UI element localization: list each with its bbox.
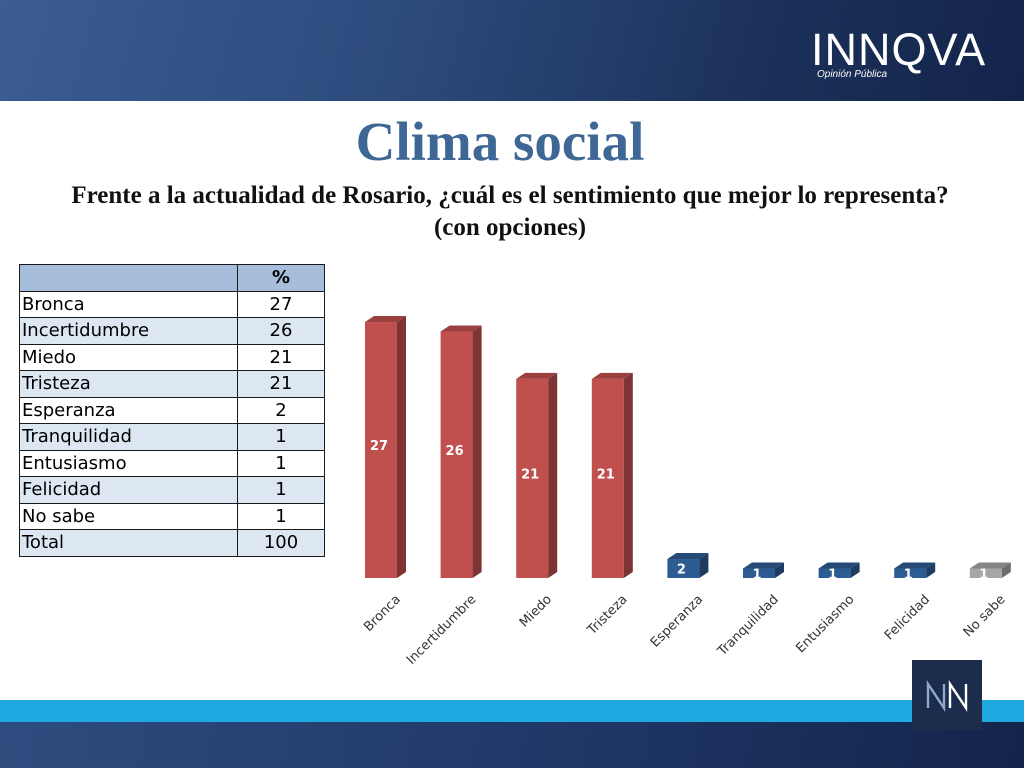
bar-miedo: 21	[516, 372, 558, 578]
table-row: Bronca 27	[19, 290, 325, 318]
bar-data-label: 21	[597, 467, 615, 482]
bar-top	[516, 372, 558, 379]
slide-title: Clima social	[355, 111, 645, 172]
table-row: Tranquilidad 1	[19, 423, 325, 451]
bottom-accent-strip	[0, 700, 1024, 722]
row-label: Bronca	[19, 290, 238, 318]
bar-top	[365, 316, 406, 323]
bar-incertidumbre: 26	[440, 325, 482, 578]
bar-top	[969, 562, 1011, 569]
bar-top	[743, 562, 784, 569]
row-label: Incertidumbre	[19, 317, 238, 345]
row-value: 21	[237, 343, 325, 371]
row-value: 1	[237, 502, 325, 530]
row-value: 1	[237, 449, 325, 477]
total-label: Total	[19, 529, 238, 557]
bar-side	[548, 372, 558, 578]
row-label: Felicidad	[19, 476, 238, 504]
x-tick-label: Esperanza	[648, 592, 706, 650]
row-value: 27	[237, 290, 325, 318]
bar-side	[472, 325, 482, 578]
row-label: Entusiasmo	[19, 449, 238, 477]
table-row: Felicidad 1	[19, 476, 325, 504]
row-value: 21	[237, 370, 325, 398]
table-header-label	[19, 264, 238, 292]
bar-side	[926, 562, 936, 578]
table-header-row: %	[19, 264, 325, 292]
bar-front	[440, 331, 473, 578]
top-header-band	[0, 0, 1024, 101]
bar-chart: 27Bronca26Incertidumbre21Miedo21Tristeza…	[361, 316, 1011, 668]
bar-side	[1001, 562, 1011, 578]
row-label: No sabe	[19, 502, 238, 530]
table-row: Entusiasmo 1	[19, 449, 325, 477]
results-table: % Bronca 27 Incertidumbre 26 Miedo 21 Tr…	[19, 264, 325, 557]
bar-bronca: 27	[365, 316, 406, 578]
bar-esperanza: 2	[667, 553, 709, 578]
bar-data-label: 21	[521, 467, 539, 482]
bar-front	[743, 568, 775, 578]
nn-logo-icon	[912, 660, 982, 730]
bar-side	[623, 372, 633, 578]
table-row: Tristeza 21	[19, 370, 325, 398]
total-value: 100	[237, 529, 325, 557]
x-tick-label: Tristeza	[584, 592, 630, 638]
table-row: Esperanza 2	[19, 396, 325, 424]
bar-felicidad: 1	[894, 562, 936, 582]
row-value: 1	[237, 476, 325, 504]
table-header-percent: %	[237, 264, 325, 292]
bar-top	[591, 372, 633, 379]
table-row: No sabe 1	[19, 502, 325, 530]
bar-data-label: 27	[370, 439, 388, 454]
x-tick-label: Felicidad	[882, 592, 933, 643]
row-label: Tristeza	[19, 370, 238, 398]
table-row: Miedo 21	[19, 343, 325, 371]
row-label: Tranquilidad	[19, 423, 238, 451]
bar-side	[775, 562, 784, 578]
bar-front	[818, 568, 851, 578]
bar-tristeza: 21	[591, 372, 633, 578]
bar-side	[397, 316, 406, 578]
bar-data-label: 1	[828, 567, 837, 582]
brand-name: INNQVA	[811, 24, 987, 75]
bar-front	[591, 378, 624, 578]
slide-subtitle: Frente a la actualidad de Rosario, ¿cuál…	[71, 182, 949, 241]
bar-side	[850, 562, 860, 578]
bar-data-label: 26	[446, 444, 464, 459]
bar-front	[516, 378, 549, 578]
x-tick-label: Incertidumbre	[404, 592, 479, 667]
row-label: Esperanza	[19, 396, 238, 424]
bar-front	[365, 322, 397, 578]
bar-top	[894, 562, 936, 569]
innqva-logo: INNQVA Opinión Pública	[805, 24, 995, 88]
bar-data-label: 1	[979, 567, 988, 582]
bottom-footer-band	[0, 722, 1024, 768]
bar-no-sabe: 1	[969, 562, 1011, 582]
row-value: 26	[237, 317, 325, 345]
bar-top	[667, 553, 709, 560]
x-tick-label: Bronca	[361, 592, 404, 635]
brand-tagline: Opinión Pública	[817, 69, 888, 80]
bar-top	[818, 562, 860, 569]
x-tick-label: Entusiasmo	[793, 592, 857, 656]
table-total-row: Total 100	[19, 529, 325, 557]
table-row: Incertidumbre 26	[19, 317, 325, 345]
x-tick-label: Tranquilidad	[714, 592, 781, 659]
bar-front	[969, 568, 1002, 578]
row-value: 2	[237, 396, 325, 424]
bar-tranquilidad: 1	[743, 562, 784, 582]
x-tick-label: Miedo	[517, 592, 555, 630]
bar-entusiasmo: 1	[818, 562, 860, 582]
bar-data-label: 2	[677, 563, 686, 578]
bar-front	[667, 559, 700, 578]
bar-top	[440, 325, 482, 332]
row-label: Miedo	[19, 343, 238, 371]
bar-data-label: 1	[904, 567, 913, 582]
bar-data-label: 1	[752, 567, 761, 582]
bar-side	[699, 553, 709, 578]
row-value: 1	[237, 423, 325, 451]
x-tick-label: No sabe	[961, 592, 1009, 640]
bar-front	[894, 568, 927, 578]
